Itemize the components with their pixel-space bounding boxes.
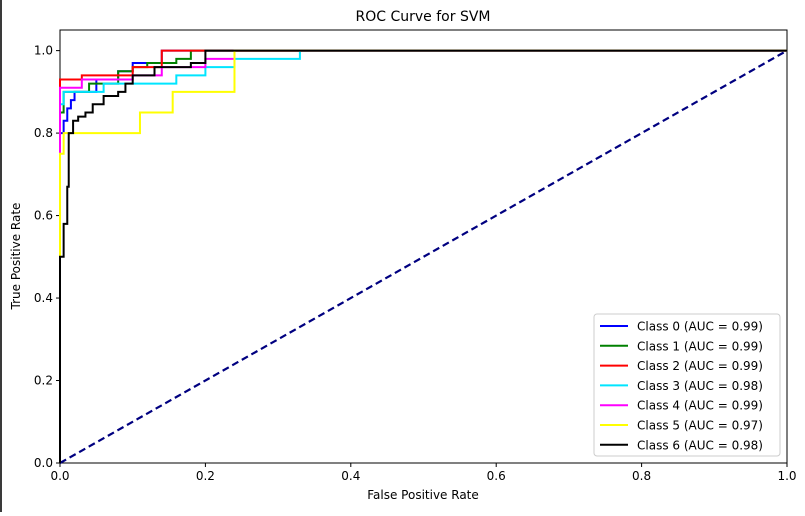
y-tick-label: 1.0 <box>34 44 53 58</box>
y-tick-label: 0.8 <box>34 126 53 140</box>
legend-label-class-6: Class 6 (AUC = 0.98) <box>637 438 763 452</box>
y-tick-label: 0.4 <box>34 291 53 305</box>
y-tick-label: 0.6 <box>34 209 53 223</box>
x-tick-label: 0.0 <box>50 469 69 483</box>
y-tick-label: 0.0 <box>34 456 53 470</box>
window-edge <box>0 0 2 512</box>
legend-label-class-4: Class 4 (AUC = 0.99) <box>637 399 763 413</box>
legend-label-class-1: Class 1 (AUC = 0.99) <box>637 339 763 353</box>
legend-label-class-2: Class 2 (AUC = 0.99) <box>637 359 763 373</box>
y-axis-title: True Positive Rate <box>9 203 23 311</box>
chart-title: ROC Curve for SVM <box>356 9 491 25</box>
x-tick-label: 1.0 <box>777 469 796 483</box>
legend-label-class-3: Class 3 (AUC = 0.98) <box>637 379 763 393</box>
x-tick-label: 0.2 <box>196 469 215 483</box>
x-tick-label: 0.8 <box>632 469 651 483</box>
x-tick-label: 0.6 <box>487 469 506 483</box>
legend-label-class-0: Class 0 (AUC = 0.99) <box>637 320 763 334</box>
x-axis-title: False Positive Rate <box>367 488 479 502</box>
legend-label-class-5: Class 5 (AUC = 0.97) <box>637 419 763 433</box>
y-tick-label: 0.2 <box>34 374 53 388</box>
legend: Class 0 (AUC = 0.99) Class 1 (AUC = 0.99)… <box>594 314 780 456</box>
x-tick-label: 0.4 <box>341 469 360 483</box>
